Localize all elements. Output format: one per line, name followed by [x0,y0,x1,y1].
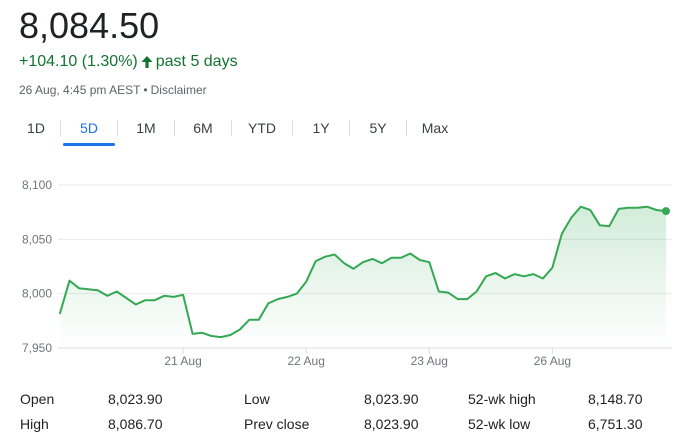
tab-1d[interactable]: 1D [27,120,45,136]
price-area-fill [60,206,666,348]
last-price-marker [662,207,670,216]
y-tick-label: 7,950 [22,341,52,355]
price-chart[interactable]: 8,100 8,050 8,000 7,950 21 Aug 22 Aug 23 Aug 26… [0,165,693,375]
stat-open-label: Open [20,391,55,407]
stat-52wk-high-label: 52-wk high [468,391,536,407]
stat-high-label: High [20,416,49,432]
disclaimer-link[interactable]: Disclaimer [150,83,207,97]
x-tick-label: 23 Aug [411,354,448,368]
tab-divider [231,120,232,136]
stat-prev-close-value: 8,023.90 [364,416,419,432]
timestamp: 26 Aug, 4:45 pm AEST [19,83,141,97]
tab-ytd[interactable]: YTD [248,120,276,136]
stat-52wk-low-value: 6,751.30 [588,416,643,432]
y-tick-label: 8,000 [22,287,52,301]
stat-low-value: 8,023.90 [364,391,419,407]
stat-prev-close-label: Prev close [244,416,310,432]
current-price: 8,084.50 [19,5,160,46]
tab-divider [292,120,293,136]
y-tick-label: 8,050 [22,232,52,246]
x-tick-label: 21 Aug [164,354,201,368]
tab-divider [174,120,175,136]
tab-divider [406,120,407,136]
tab-1m[interactable]: 1M [136,120,156,136]
tab-max[interactable]: Max [421,120,449,136]
tab-5d[interactable]: 5D [61,114,117,146]
tab-divider [349,120,350,136]
tab-divider [60,120,61,136]
change-period: past 5 days [155,53,238,70]
tab-divider [117,120,118,136]
x-tick-label: 26 Aug [534,354,571,368]
stat-52wk-high-value: 8,148.70 [588,391,643,407]
stat-high-value: 8,086.70 [108,416,163,432]
x-tick-label: 22 Aug [288,354,325,368]
tab-6m[interactable]: 6M [193,120,213,136]
separator-dot: • [143,83,148,97]
stat-open-value: 8,023.90 [108,391,163,407]
arrow-up-icon [140,54,154,70]
y-tick-label: 8,100 [22,178,52,192]
price-change-row: +104.10 (1.30%) past 5 days [19,52,238,72]
price-line [59,205,667,339]
tab-5y[interactable]: 5Y [369,120,387,136]
tab-1y[interactable]: 1Y [312,120,330,136]
quote-meta: 26 Aug, 4:45 pm AEST • Disclaimer [19,82,207,98]
price-change: +104.10 (1.30%) [19,53,138,70]
stats-row: Open 8,023.90 Low 8,023.90 52-wk high 8,… [20,391,680,411]
stat-52wk-low-label: 52-wk low [468,416,531,432]
range-tabs: 1D 5D 1M 6M YTD 1Y 5Y Max [12,114,463,146]
stats-row: High 8,086.70 Prev close 8,023.90 52-wk … [20,416,680,436]
stat-low-label: Low [244,391,270,407]
